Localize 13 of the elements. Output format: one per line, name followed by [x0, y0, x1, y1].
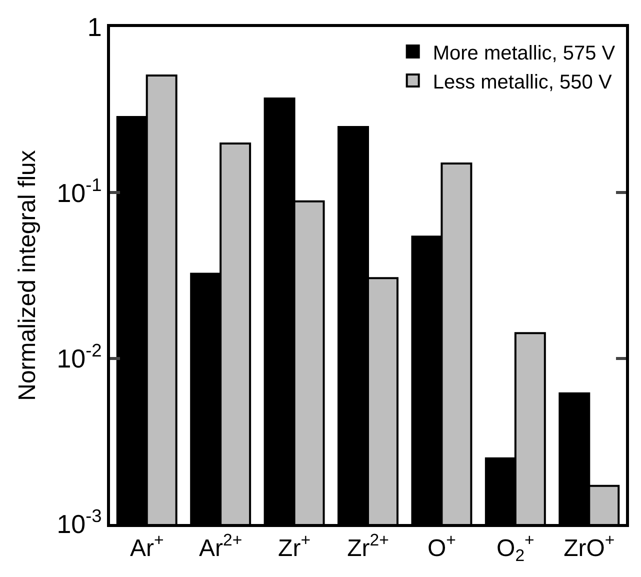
- x-tick-label: Zr$^{+}$: [278, 530, 311, 562]
- legend-label: Less metallic, 550 V: [432, 71, 612, 94]
- y-tick-label: 1: [87, 12, 102, 42]
- x-tick-label: O$^{+}$: [427, 530, 456, 562]
- x-tick-label: Ar$^{2+}$: [199, 530, 242, 562]
- y-tick-label: 10$^{-1}$: [56, 174, 102, 208]
- x-tick-label: Ar$^{+}$: [130, 530, 164, 562]
- y-tick-label: 10$^{-3}$: [56, 506, 102, 540]
- y-axis-title: Normalized integral flux: [14, 150, 41, 401]
- y-tick-label: 10$^{-2}$: [56, 340, 102, 374]
- legend-label: More metallic, 575 V: [432, 42, 616, 64]
- x-tick-label: Zr$^{2+}$: [347, 530, 389, 562]
- x-tick-label: ZrO$^{+}$: [564, 530, 615, 562]
